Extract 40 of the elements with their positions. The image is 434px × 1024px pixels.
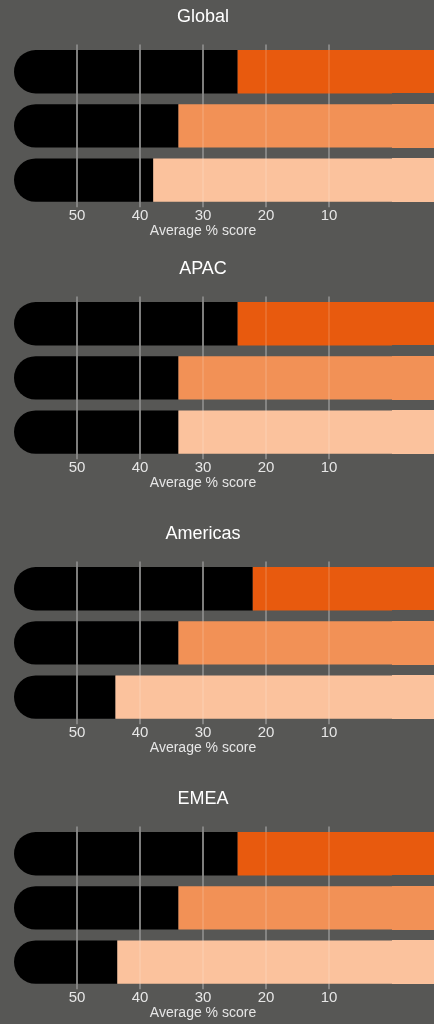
bar xyxy=(14,886,179,930)
chart-title: Americas xyxy=(165,522,241,543)
chart-title: Global xyxy=(176,5,230,26)
x-tick-label: 50 xyxy=(68,458,86,476)
x-tick-label: 50 xyxy=(68,988,86,1006)
x-axis-title: Average % score xyxy=(149,222,257,239)
x-tick-label: 20 xyxy=(257,723,275,741)
x-tick-label: 20 xyxy=(257,988,275,1006)
x-tick-label: 50 xyxy=(68,206,86,224)
x-tick-label: 30 xyxy=(194,206,212,224)
bar xyxy=(14,158,154,202)
x-tick-label: 40 xyxy=(131,988,149,1006)
x-axis-title: Average % score xyxy=(149,474,257,491)
x-tick-label: 10 xyxy=(320,458,338,476)
x-tick-label: 40 xyxy=(131,458,149,476)
x-tick-label: 50 xyxy=(68,723,86,741)
bar xyxy=(14,302,238,346)
bar xyxy=(14,940,118,984)
bar xyxy=(14,104,179,148)
bar xyxy=(14,567,253,611)
chart-title: APAC xyxy=(179,257,227,278)
x-tick-label: 10 xyxy=(320,988,338,1006)
bar xyxy=(14,621,179,665)
bar xyxy=(14,410,179,454)
bar xyxy=(14,675,116,719)
x-tick-label: 30 xyxy=(194,723,212,741)
x-tick-label: 40 xyxy=(131,723,149,741)
x-tick-label: 30 xyxy=(194,988,212,1006)
x-tick-label: 10 xyxy=(320,723,338,741)
x-tick-label: 10 xyxy=(320,206,338,224)
bar xyxy=(14,832,238,876)
x-axis-title: Average % score xyxy=(149,1004,257,1021)
chart-title: EMEA xyxy=(177,787,229,808)
x-tick-label: 20 xyxy=(257,206,275,224)
x-axis-title: Average % score xyxy=(149,739,257,756)
x-tick-label: 30 xyxy=(194,458,212,476)
x-tick-label: 40 xyxy=(131,206,149,224)
bar xyxy=(14,50,238,94)
x-tick-label: 20 xyxy=(257,458,275,476)
bar xyxy=(14,356,179,400)
